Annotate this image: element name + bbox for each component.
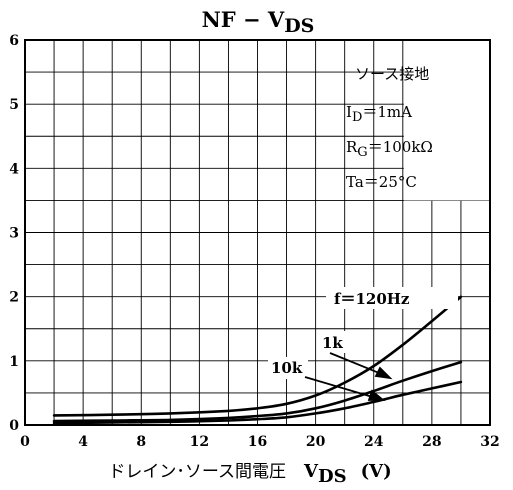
condition-id-rest: ＝1mA xyxy=(362,103,412,121)
leader-arrows xyxy=(304,352,393,401)
arrow-1k-head xyxy=(374,366,393,380)
x-tick-label: 16 xyxy=(248,434,267,450)
x-tick-label: 4 xyxy=(78,434,88,450)
arrow-10k-head xyxy=(367,389,386,401)
label-bg-1k xyxy=(318,331,346,353)
series xyxy=(52,295,463,425)
x-tick-label: 28 xyxy=(422,434,441,450)
x-tick-label: 32 xyxy=(480,434,499,450)
condition-rg-rest: ＝100kΩ xyxy=(368,138,433,156)
x-tick-label: 0 xyxy=(20,434,30,450)
chart-title-main: NF − V xyxy=(202,7,285,32)
condition-rg: RG＝100kΩ xyxy=(346,138,433,160)
x-tick-label: 24 xyxy=(364,434,384,450)
arrow-1k-line xyxy=(329,352,385,376)
y-tick-label: 5 xyxy=(9,97,19,113)
condition-rg-main: R xyxy=(346,138,358,156)
condition-ta: Ta＝25°C xyxy=(346,173,417,191)
conditions: ソース接地 ID＝1mA RG＝100kΩ Ta＝25°C xyxy=(346,65,433,191)
y-tick-label: 6 xyxy=(9,33,19,49)
condition-id: ID＝1mA xyxy=(346,103,412,125)
arrow-10k-line xyxy=(304,376,377,399)
series-label-120hz: f＝120Hz xyxy=(334,290,410,308)
x-axis-label-text: ドレイン･ソース間電圧 xyxy=(108,462,286,482)
conditions-box xyxy=(403,41,489,201)
series-line-120hz xyxy=(52,295,463,417)
plot-frame xyxy=(24,39,491,426)
y-tick-label: 4 xyxy=(9,161,19,177)
x-axis-label: ドレイン･ソース間電圧 VDS (V) xyxy=(108,461,391,487)
chart-title-sub: DS xyxy=(284,15,314,37)
condition-source: ソース接地 xyxy=(355,65,429,83)
condition-id-main: I xyxy=(346,103,352,121)
y-tick-label: 1 xyxy=(9,354,19,370)
series-line-1k xyxy=(52,360,463,423)
series-label-10k: 10k xyxy=(271,359,303,377)
x-tick-label: 20 xyxy=(306,434,326,450)
chart-title: NF − VDS xyxy=(202,7,315,37)
y-tick-label: 2 xyxy=(9,290,19,306)
condition-id-sub: D xyxy=(352,110,362,125)
label-bg-120hz xyxy=(326,287,458,309)
x-tick-label: 12 xyxy=(190,434,209,450)
x-axis-label-sub: DS xyxy=(318,466,347,487)
series-line-10k xyxy=(52,380,463,425)
y-tick-label: 3 xyxy=(9,226,19,242)
series-label-1k: 1k xyxy=(322,334,343,352)
x-axis-label-unit: (V) xyxy=(361,461,392,482)
y-tick-label: 0 xyxy=(9,418,19,434)
x-axis-label-var: V xyxy=(303,461,319,482)
x-tick-label: 8 xyxy=(136,434,146,450)
label-bg-10k xyxy=(268,357,308,379)
condition-rg-sub: G xyxy=(357,145,367,160)
